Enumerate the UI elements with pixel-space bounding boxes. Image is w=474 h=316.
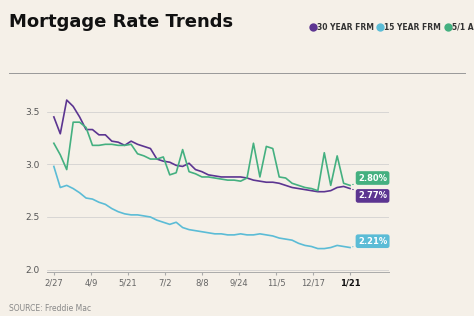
Legend: 30 YEAR FRM, 15 YEAR FRM, 5/1 ARM: 30 YEAR FRM, 15 YEAR FRM, 5/1 ARM <box>310 23 474 32</box>
Text: 2.80%: 2.80% <box>353 173 387 185</box>
Text: Mortgage Rate Trends: Mortgage Rate Trends <box>9 13 234 31</box>
Text: 2.21%: 2.21% <box>353 237 387 247</box>
Text: SOURCE: Freddie Mac: SOURCE: Freddie Mac <box>9 304 91 313</box>
Text: 2.77%: 2.77% <box>353 189 387 200</box>
